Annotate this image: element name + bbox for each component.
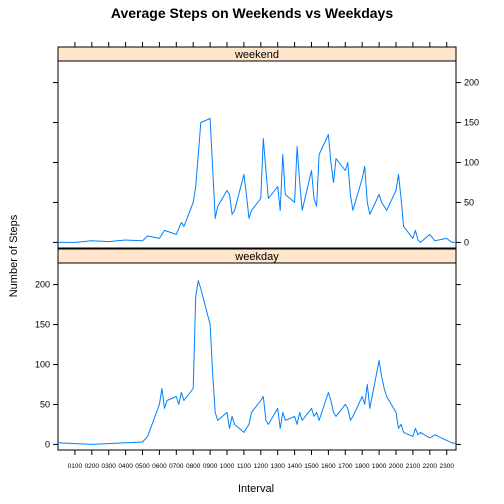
x-tick-label: 1900 <box>372 463 387 470</box>
panel-strip-label-weekday: weekday <box>234 251 279 263</box>
y-tick-label: 50 <box>464 197 474 207</box>
x-tick-label: 0900 <box>203 463 218 470</box>
panel-frame-weekend <box>57 60 457 249</box>
y-tick-label: 100 <box>464 157 479 167</box>
x-tick-label: 1500 <box>304 463 319 470</box>
x-tick-label: 1700 <box>338 463 353 470</box>
x-tick-label: 0700 <box>169 463 184 470</box>
panel-frame-weekday <box>57 262 457 451</box>
x-tick-label: 0300 <box>101 463 116 470</box>
y-tick-label: 200 <box>35 280 50 290</box>
y-tick-label: 0 <box>464 237 469 247</box>
x-tick-label: 2300 <box>439 463 454 470</box>
x-tick-label: 0800 <box>186 463 201 470</box>
x-tick-label: 0400 <box>118 463 133 470</box>
x-axis-label: Interval <box>238 483 274 495</box>
x-tick-label: 0500 <box>135 463 150 470</box>
y-tick-label: 200 <box>464 78 479 88</box>
y-axis-label: Number of Steps <box>8 214 20 297</box>
x-tick-label: 1000 <box>220 463 235 470</box>
x-tick-label: 1400 <box>287 463 302 470</box>
x-tick-label: 2100 <box>406 463 421 470</box>
chart-title: Average Steps on Weekends vs Weekdays <box>111 5 393 21</box>
x-tick-label: 2000 <box>389 463 404 470</box>
panel-strip-label-weekend: weekend <box>234 49 279 61</box>
x-tick-label: 1100 <box>237 463 251 470</box>
x-tick-label: 0100 <box>68 463 83 470</box>
y-tick-label: 150 <box>35 320 50 330</box>
y-tick-label: 0 <box>45 439 50 449</box>
y-tick-label: 100 <box>35 359 50 369</box>
x-tick-label: 0600 <box>152 463 167 470</box>
plot-area: weekend050100150200weekday05010015020001… <box>35 42 479 470</box>
x-tick-label: 2200 <box>423 463 438 470</box>
x-tick-label: 1300 <box>270 463 285 470</box>
x-tick-label: 1800 <box>355 463 370 470</box>
x-tick-label: 0200 <box>85 463 100 470</box>
series-line-weekend <box>58 118 456 243</box>
x-tick-label: 1200 <box>254 463 269 470</box>
x-tick-label: 1600 <box>321 463 336 470</box>
y-tick-label: 150 <box>464 118 479 128</box>
series-line-weekday <box>57 280 457 445</box>
y-tick-label: 50 <box>40 399 50 409</box>
